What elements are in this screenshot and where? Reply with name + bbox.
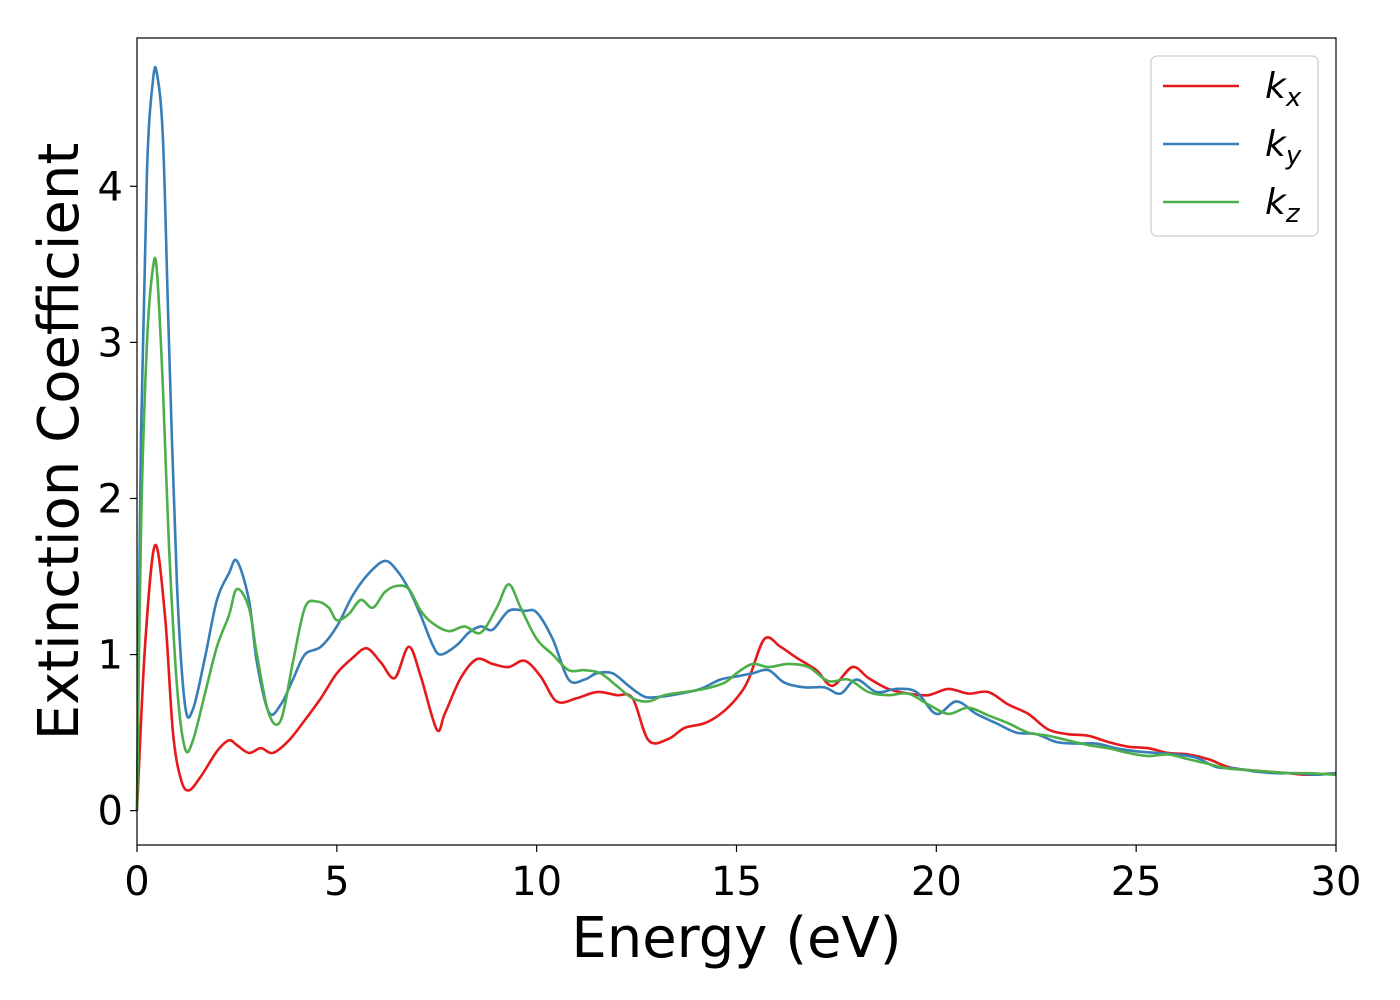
y-tick-label: 0 <box>98 789 123 835</box>
x-tick-label: 15 <box>711 859 762 905</box>
x-tick-label: 5 <box>324 859 349 905</box>
legend-label-kz: kz <box>1265 182 1301 229</box>
x-tick-label: 25 <box>1111 859 1162 905</box>
x-tick-label: 20 <box>911 859 962 905</box>
y-axis-ticks: 0 1 2 3 4 <box>98 164 137 835</box>
series-line-kz <box>135 256 1337 811</box>
x-tick-label: 0 <box>124 859 149 905</box>
x-tick-label: 10 <box>511 859 562 905</box>
plot-lines <box>135 65 1337 811</box>
x-axis-label: Energy (eV) <box>571 906 901 971</box>
x-axis-ticks: 0 5 10 15 20 25 30 <box>124 845 1361 905</box>
y-tick-label: 2 <box>98 476 123 522</box>
x-tick-label: 30 <box>1311 859 1362 905</box>
legend-label-ky: ky <box>1265 124 1302 171</box>
y-tick-label: 3 <box>98 320 123 366</box>
legend: kx ky kz <box>1150 55 1319 237</box>
legend-label-kx: kx <box>1265 66 1302 113</box>
y-axis-label: Extinction Coefficient <box>27 143 92 741</box>
series-line-ky <box>135 65 1337 811</box>
y-tick-label: 4 <box>98 164 123 210</box>
y-tick-label: 1 <box>98 633 123 679</box>
legend-box <box>1150 55 1319 237</box>
